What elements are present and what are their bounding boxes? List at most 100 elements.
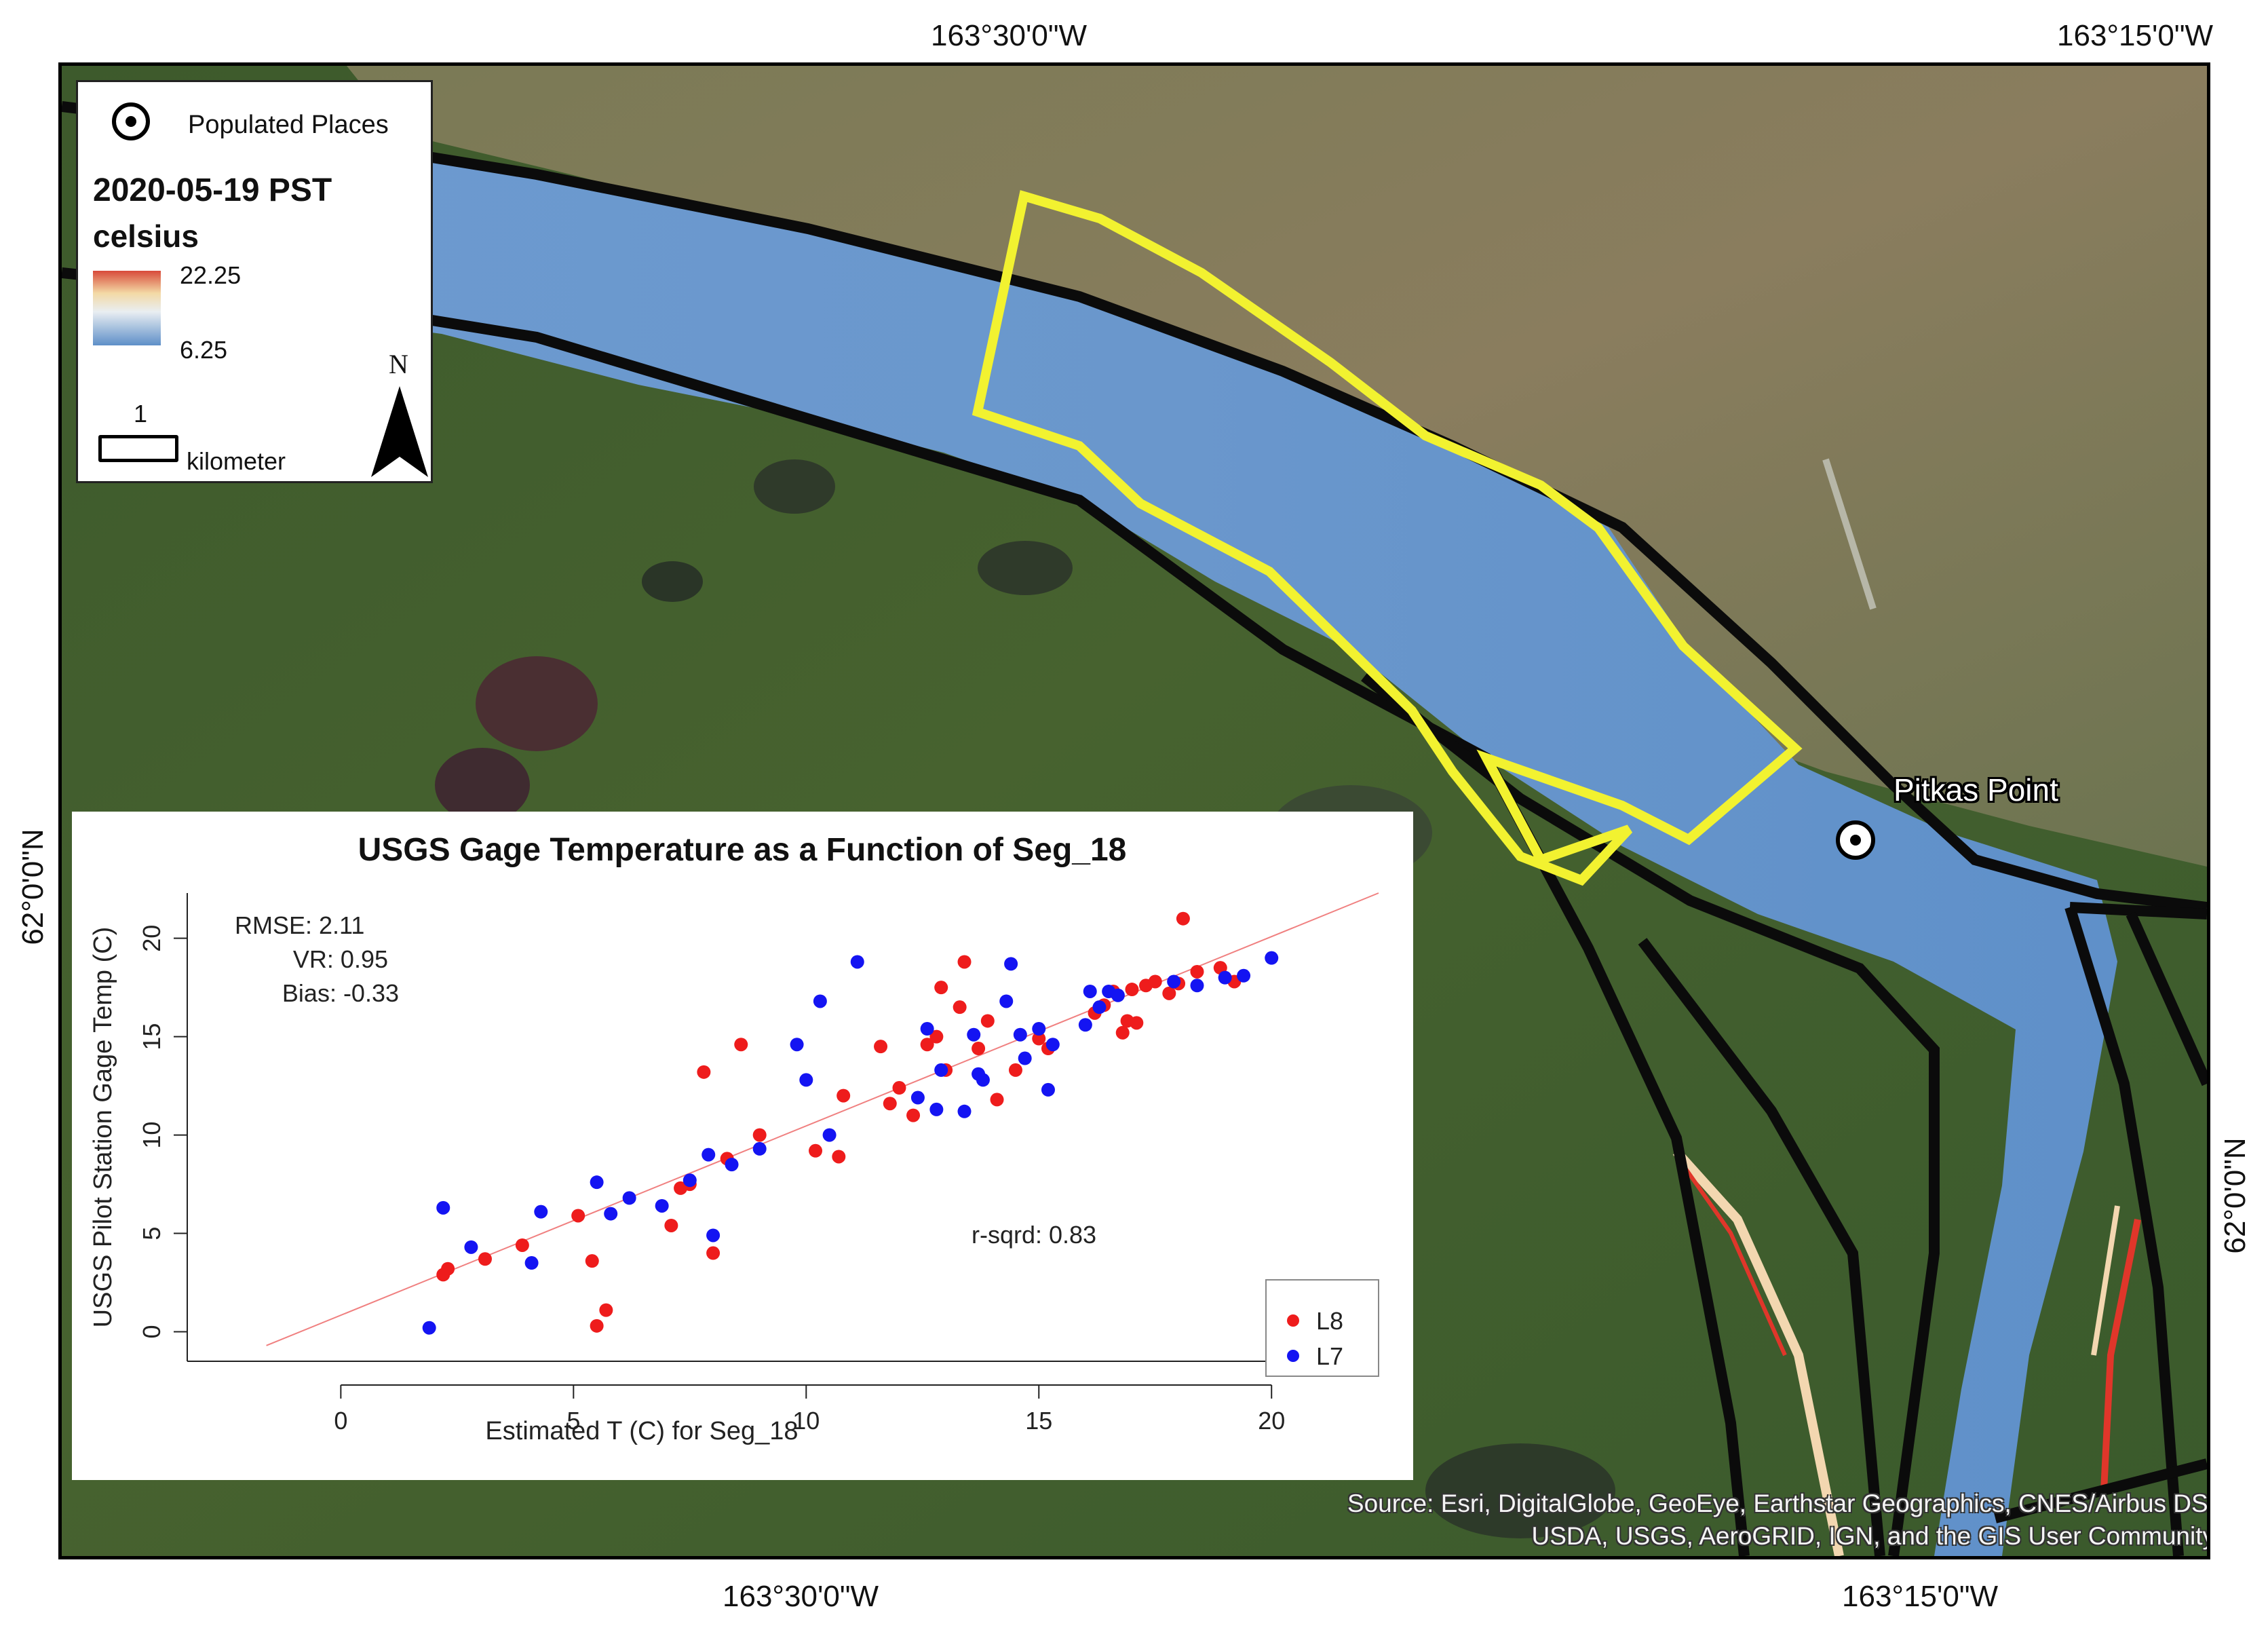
data-point-l8 (1190, 964, 1204, 979)
x-tick-label: 10 (792, 1407, 820, 1435)
legend-date: 2020-05-19 PST (93, 172, 332, 208)
data-point-l7 (999, 994, 1014, 1008)
lon-label-bottom-left: 163°30'0"W (723, 1580, 879, 1613)
segment-18-outline (972, 190, 1803, 886)
stat-vr: VR: 0.95 (293, 945, 388, 973)
north-arrow-icon (371, 386, 428, 477)
data-point-l7 (1032, 1022, 1046, 1036)
data-point-l7 (1092, 1000, 1107, 1015)
warm-shoreline (1681, 1164, 1787, 1357)
legend-marker-l8 (1287, 1314, 1299, 1327)
data-point-l8 (697, 1065, 711, 1079)
data-point-l8 (832, 1150, 846, 1164)
data-point-l8 (934, 981, 948, 995)
data-point-l7 (422, 1321, 436, 1335)
data-point-l7 (850, 955, 864, 969)
study-boundary (2126, 911, 2207, 1086)
data-point-l8 (590, 1319, 604, 1333)
source-attribution: Source: Esri, DigitalGlobe, GeoEye, Eart… (1130, 1487, 2210, 1553)
data-point-l7 (436, 1200, 450, 1215)
data-point-l7 (752, 1141, 767, 1156)
data-point-l8 (837, 1088, 851, 1103)
lake (978, 541, 1073, 595)
data-point-l8 (1115, 1025, 1130, 1040)
y-tick-label: 20 (138, 925, 166, 952)
legend-max: 22.25 (180, 261, 242, 289)
lat-label-left: 62°0'0"N (16, 829, 50, 945)
data-point-l8 (990, 1093, 1004, 1107)
data-point-l8 (1130, 1016, 1144, 1030)
source-line-1: Source: Esri, DigitalGlobe, GeoEye, Eart… (1347, 1490, 2210, 1517)
map-legend: Populated Places 2020-05-19 PST celsius … (76, 80, 433, 483)
lake (1425, 1443, 1615, 1538)
data-point-l7 (920, 1022, 934, 1036)
data-point-l8 (752, 1128, 767, 1142)
study-boundary (2064, 902, 2207, 1556)
data-point-l8 (1008, 1063, 1022, 1077)
warm-shoreline (2100, 1219, 2141, 1492)
data-point-l7 (1045, 1038, 1060, 1052)
x-tick-label: 5 (566, 1407, 580, 1435)
data-point-l7 (1083, 984, 1097, 998)
lake (754, 459, 835, 514)
data-point-l8 (664, 1218, 678, 1232)
data-point-l8 (706, 1246, 720, 1260)
data-point-l8 (1032, 1031, 1046, 1046)
data-point-l7 (1167, 974, 1181, 989)
data-point-l7 (813, 994, 827, 1008)
y-axis-label: USGS Pilot Station Gage Temp (C) (89, 927, 117, 1328)
x-tick-label: 20 (1258, 1407, 1285, 1435)
data-point-l8 (953, 1000, 967, 1015)
source-line-2: USDA, USGS, AeroGRID, IGN, and the GIS U… (1531, 1522, 2210, 1550)
data-point-l8 (957, 955, 972, 969)
study-boundary (62, 267, 1750, 1556)
data-point-l8 (920, 1038, 934, 1052)
study-boundary (1361, 672, 1940, 1556)
data-point-l7 (790, 1038, 804, 1052)
legend-populated-places: Populated Places (188, 111, 389, 139)
data-point-l7 (1218, 970, 1232, 985)
data-point-l8 (441, 1262, 455, 1276)
data-point-l7 (957, 1104, 972, 1118)
y-tick-label: 0 (138, 1325, 166, 1338)
stat-rmse: RMSE: 2.11 (235, 911, 364, 939)
chart-legend (1265, 1279, 1379, 1377)
scale-bar (98, 435, 178, 462)
data-point-l7 (590, 1175, 604, 1190)
data-point-l8 (883, 1097, 897, 1111)
data-point-l7 (622, 1191, 636, 1205)
lon-label-top-right: 163°15'0"W (2057, 19, 2213, 52)
lon-label-top-left: 163°30'0"W (931, 19, 1087, 52)
populated-place-pitkas-point[interactable] (1835, 820, 1876, 860)
scale-unit: kilometer (187, 447, 286, 475)
scatter-chart: USGS Gage Temperature as a Function of S… (89, 832, 1379, 1445)
x-tick-label: 15 (1025, 1407, 1052, 1435)
data-point-l7 (1265, 951, 1279, 965)
legend-label-l8: L8 (1316, 1307, 1343, 1335)
regression-line (266, 892, 1379, 1346)
data-point-l8 (1148, 974, 1162, 989)
data-point-l8 (478, 1252, 492, 1266)
data-point-l8 (599, 1303, 613, 1317)
lake (476, 656, 598, 751)
place-label: Pitkas Point (1894, 772, 2058, 808)
y-tick-label: 10 (138, 1122, 166, 1149)
lat-label-right: 62°0'0"N (2218, 1137, 2252, 1254)
data-point-l7 (683, 1173, 697, 1188)
data-point-l7 (706, 1228, 720, 1243)
legend-marker-l7 (1287, 1350, 1299, 1362)
chart-title: USGS Gage Temperature as a Function of S… (358, 832, 1127, 868)
warm-shoreline (1672, 1148, 1844, 1556)
legend-label-l7: L7 (1316, 1342, 1343, 1370)
study-boundary (1994, 1458, 2207, 1523)
data-point-l7 (464, 1240, 478, 1254)
data-point-l7 (1013, 1027, 1027, 1042)
data-point-l7 (929, 1102, 944, 1116)
data-point-l8 (980, 1014, 995, 1028)
lake (435, 748, 530, 822)
warm-shoreline (2091, 1205, 2120, 1356)
data-point-l7 (604, 1207, 618, 1221)
data-point-l7 (1078, 1018, 1092, 1032)
data-point-l7 (1004, 957, 1018, 971)
populated-place-icon (1836, 820, 1875, 860)
